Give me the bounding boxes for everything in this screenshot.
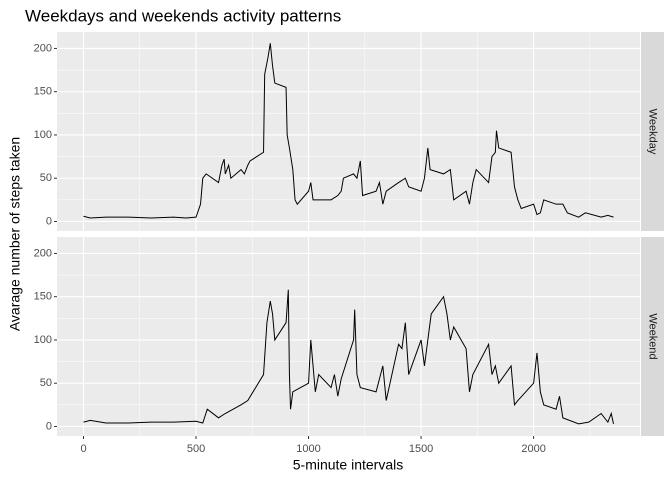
- y-tick-label: 100: [34, 129, 52, 141]
- x-tick-label: 500: [187, 443, 205, 455]
- strip-label: Weekend: [647, 313, 659, 359]
- strip: [641, 237, 664, 436]
- y-tick-label: 200: [34, 42, 52, 54]
- x-tick-label: 2000: [521, 443, 545, 455]
- strip-label: Weekday: [647, 109, 659, 155]
- strip: [641, 32, 664, 231]
- y-tick-label: 0: [46, 215, 52, 227]
- x-tick-label: 0: [80, 443, 86, 455]
- y-tick-label: 50: [40, 377, 52, 389]
- x-axis-label: 5-minute intervals: [293, 457, 404, 473]
- y-tick-label: 0: [46, 420, 52, 432]
- line: [83, 43, 614, 219]
- y-tick-label: 150: [34, 86, 52, 98]
- y-axis-label: Avarage number of steps taken: [7, 137, 23, 331]
- line: [83, 289, 614, 425]
- y-tick-label: 50: [40, 172, 52, 184]
- x-tick-label: 1000: [296, 443, 320, 455]
- panel-background: [57, 32, 640, 231]
- x-tick-label: 1500: [409, 443, 433, 455]
- y-tick-label: 100: [34, 334, 52, 346]
- y-tick-label: 200: [34, 247, 52, 259]
- chart-title: Weekdays and weekends activity patterns: [25, 6, 341, 25]
- panel-background: [57, 237, 640, 436]
- y-tick-label: 150: [34, 291, 52, 303]
